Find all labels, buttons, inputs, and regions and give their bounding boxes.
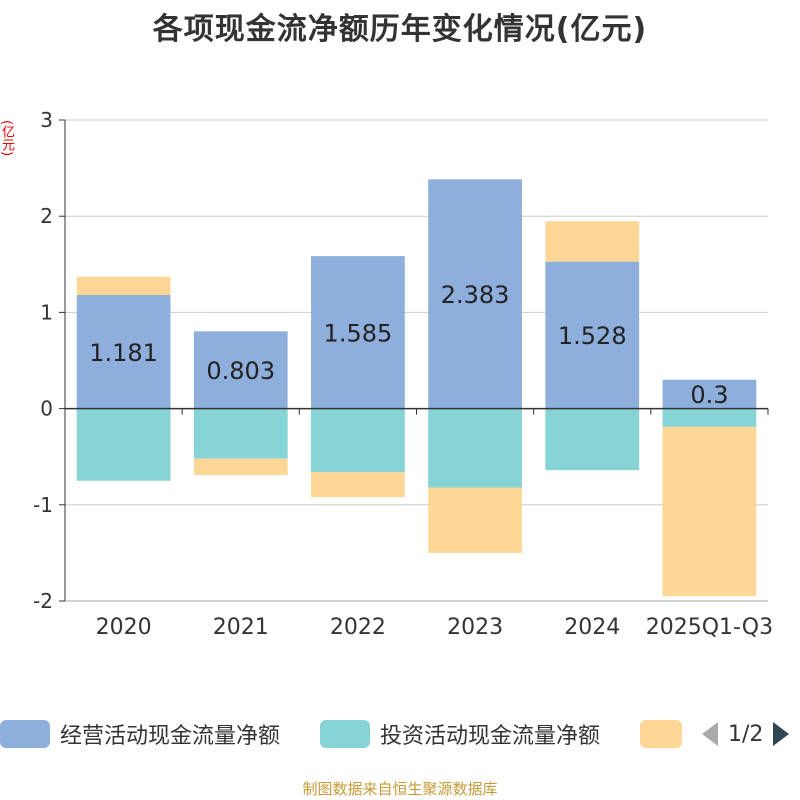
bar-2022-series-0 — [311, 256, 405, 409]
x-tick-label: 2021 — [213, 615, 269, 640]
legend-swatch — [320, 720, 370, 748]
y-tick-label: 2 — [40, 204, 53, 228]
bar-2024-series-2 — [545, 221, 640, 262]
y-tick-label: -1 — [33, 493, 53, 517]
bar-2021-series-1 — [193, 408, 288, 459]
legend-item-operating-cashflow[interactable]: 经营活动现金流量净额 — [0, 716, 280, 752]
legend: 经营活动现金流量净额 投资活动现金流量净额 1/2 — [0, 716, 800, 752]
data-source-note: 制图数据来自恒生聚源数据库 — [302, 780, 498, 798]
bar-2021-series-2 — [193, 458, 288, 475]
bar-2020-series-0 — [76, 294, 171, 409]
bar-2025Q1-Q3-series-0 — [662, 379, 757, 409]
bar-2025Q1-Q3-series-1 — [662, 408, 757, 427]
y-tick-label: -2 — [33, 589, 53, 613]
legend-pager: 1/2 — [700, 716, 791, 752]
legend-swatch — [0, 720, 50, 748]
bar-2024-series-0 — [545, 261, 640, 409]
bar-2022-series-2 — [311, 472, 405, 498]
x-tick-label: 2023 — [447, 615, 503, 640]
y-tick-label: 0 — [40, 397, 53, 421]
stacked-bar-chart: -2 -1 0 1 2 3 1.181 0.803 1.585 2.383 1.528 0.3 2020… — [33, 108, 773, 640]
legend-next-page-icon[interactable] — [771, 720, 791, 748]
bar-2020-series-2 — [76, 276, 171, 295]
bar-2022-series-1 — [311, 408, 405, 473]
x-tick-label: 2020 — [96, 615, 152, 640]
legend-page-indicator: 1/2 — [728, 721, 764, 747]
bar-value-label: 1.585 — [324, 319, 393, 347]
bar-value-label: 1.528 — [558, 322, 627, 350]
legend-swatch — [640, 720, 682, 748]
bar-2023-series-2 — [428, 487, 522, 553]
legend-item-third-series[interactable] — [640, 716, 692, 752]
legend-item-investing-cashflow[interactable]: 投资活动现金流量净额 — [320, 716, 600, 752]
bar-value-label: 0.803 — [206, 357, 275, 385]
bar-2025Q1-Q3-series-2 — [662, 426, 757, 597]
x-tick-label: 2024 — [564, 615, 620, 640]
bar-2023-series-0 — [428, 179, 522, 409]
bar-2023-series-1 — [428, 408, 522, 488]
bar-value-label: 1.181 — [89, 339, 158, 367]
x-tick-label: 2025Q1-Q3 — [646, 615, 773, 640]
y-tick-label: 1 — [40, 300, 53, 324]
legend-prev-page-icon[interactable] — [700, 720, 720, 748]
y-axis-unit-label: (亿元) — [0, 120, 14, 157]
legend-label: 投资活动现金流量净额 — [380, 724, 601, 749]
x-tick-label: 2022 — [330, 615, 386, 640]
bar-2024-series-1 — [545, 408, 640, 471]
chart-title: 各项现金流净额历年变化情况(亿元) — [152, 12, 648, 47]
bar-value-label: 2.383 — [441, 281, 510, 309]
legend-label: 经营活动现金流量净额 — [60, 724, 281, 749]
y-tick-label: 3 — [40, 108, 53, 132]
bar-value-label: 0.3 — [690, 381, 728, 409]
bar-2021-series-0 — [193, 331, 288, 409]
bar-2020-series-1 — [76, 408, 171, 481]
